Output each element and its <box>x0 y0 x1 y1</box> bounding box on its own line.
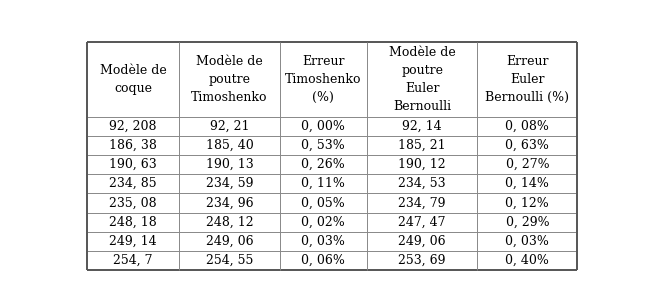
Text: 0, 40%: 0, 40% <box>505 254 549 267</box>
Text: 0, 26%: 0, 26% <box>302 158 345 171</box>
Text: 0, 03%: 0, 03% <box>505 235 549 248</box>
Text: 92, 21: 92, 21 <box>210 120 249 133</box>
Text: 190, 63: 190, 63 <box>109 158 157 171</box>
Text: 0, 02%: 0, 02% <box>302 216 345 229</box>
Text: 254, 7: 254, 7 <box>113 254 153 267</box>
Text: 190, 13: 190, 13 <box>205 158 253 171</box>
Text: 92, 208: 92, 208 <box>109 120 157 133</box>
Text: 0, 14%: 0, 14% <box>505 177 549 190</box>
Text: Modèle de
coque: Modèle de coque <box>99 64 167 95</box>
Text: 0, 63%: 0, 63% <box>505 139 549 152</box>
Text: 249, 06: 249, 06 <box>399 235 446 248</box>
Text: 254, 55: 254, 55 <box>206 254 253 267</box>
Text: 185, 40: 185, 40 <box>205 139 253 152</box>
Text: 0, 11%: 0, 11% <box>302 177 345 190</box>
Text: Erreur
Timoshenko
(%): Erreur Timoshenko (%) <box>285 55 362 104</box>
Text: 235, 08: 235, 08 <box>109 196 157 209</box>
Text: 0, 12%: 0, 12% <box>505 196 549 209</box>
Text: 185, 21: 185, 21 <box>399 139 446 152</box>
Text: 247, 47: 247, 47 <box>399 216 446 229</box>
Text: 0, 06%: 0, 06% <box>302 254 345 267</box>
Text: 234, 53: 234, 53 <box>399 177 446 190</box>
Text: 0, 27%: 0, 27% <box>506 158 549 171</box>
Text: 0, 03%: 0, 03% <box>302 235 345 248</box>
Text: 249, 06: 249, 06 <box>205 235 253 248</box>
Text: 0, 00%: 0, 00% <box>302 120 345 133</box>
Text: 234, 59: 234, 59 <box>205 177 253 190</box>
Text: 0, 05%: 0, 05% <box>302 196 345 209</box>
Text: 249, 14: 249, 14 <box>109 235 157 248</box>
Text: 92, 14: 92, 14 <box>402 120 442 133</box>
Text: 253, 69: 253, 69 <box>399 254 446 267</box>
Text: 248, 18: 248, 18 <box>109 216 157 229</box>
Text: 0, 29%: 0, 29% <box>506 216 549 229</box>
Text: 190, 12: 190, 12 <box>399 158 446 171</box>
Text: 248, 12: 248, 12 <box>205 216 253 229</box>
Text: 186, 38: 186, 38 <box>109 139 157 152</box>
Text: Modèle de
poutre
Timoshenko: Modèle de poutre Timoshenko <box>191 55 267 104</box>
Text: 0, 53%: 0, 53% <box>302 139 345 152</box>
Text: Modèle de
poutre
Euler
Bernoulli: Modèle de poutre Euler Bernoulli <box>389 46 455 112</box>
Text: 234, 85: 234, 85 <box>109 177 157 190</box>
Text: 234, 96: 234, 96 <box>205 196 253 209</box>
Text: 234, 79: 234, 79 <box>399 196 446 209</box>
Text: Erreur
Euler
Bernoulli (%): Erreur Euler Bernoulli (%) <box>485 55 569 104</box>
Text: 0, 08%: 0, 08% <box>505 120 549 133</box>
